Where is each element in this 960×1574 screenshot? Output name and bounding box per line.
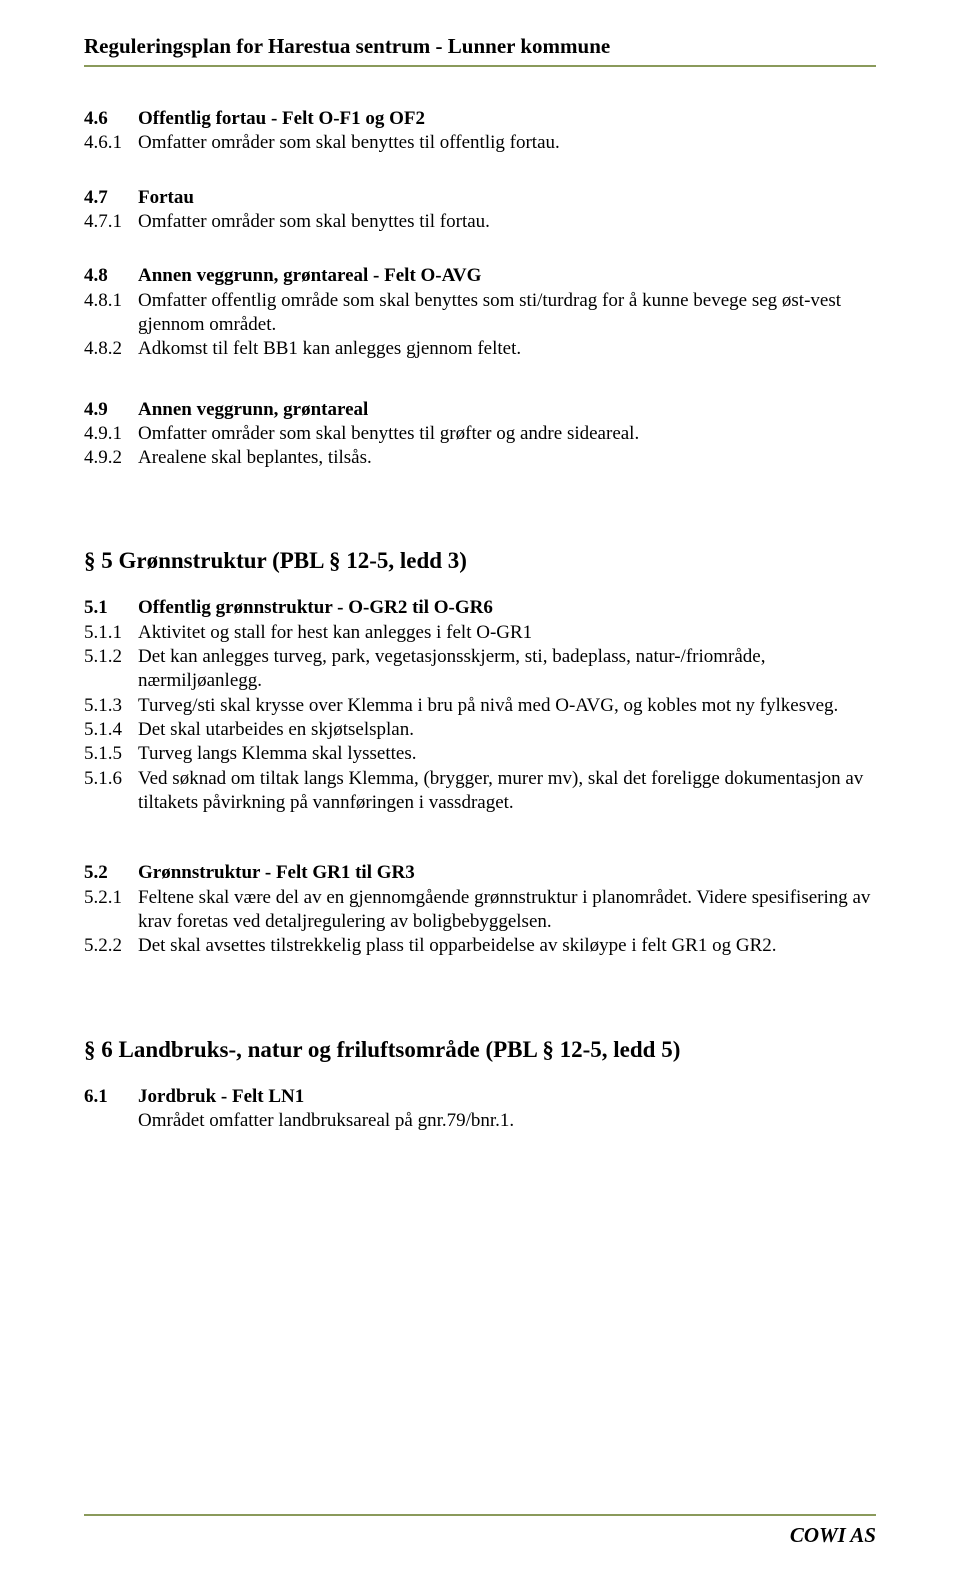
item-text: Det skal utarbeides en skjøtselsplan. (138, 718, 876, 742)
section-title: Annen veggrunn, grøntareal (138, 398, 876, 422)
section-title: Grønnstruktur - Felt GR1 til GR3 (138, 861, 876, 885)
section-number: 4.8 (84, 264, 138, 288)
item-text: Det skal avsettes tilstrekkelig plass ti… (138, 934, 876, 958)
section-number: 4.6 (84, 107, 138, 131)
item-number: 4.7.1 (84, 210, 138, 234)
section-5-1: 5.1 Offentlig grønnstruktur - O-GR2 til … (84, 596, 876, 815)
section-title: Jordbruk - Felt LN1 (138, 1085, 876, 1109)
section-number: 5.2 (84, 861, 138, 885)
item-number: 5.1.1 (84, 621, 138, 645)
item-number: 4.6.1 (84, 131, 138, 155)
item-number: 5.1.6 (84, 767, 138, 791)
item-text: Arealene skal beplantes, tilsås. (138, 446, 876, 470)
section-title: Offentlig fortau - Felt O-F1 og OF2 (138, 107, 876, 131)
item-text: Feltene skal være del av en gjennomgåend… (138, 886, 876, 935)
section-4-8: 4.8 Annen veggrunn, grøntareal - Felt O-… (84, 264, 876, 361)
section-number: 6.1 (84, 1085, 138, 1109)
section-title: Offentlig grønnstruktur - O-GR2 til O-GR… (138, 596, 876, 620)
item-text: Omfatter offentlig område som skal benyt… (138, 289, 876, 338)
chapter-5-title: § 5 Grønnstruktur (PBL § 12-5, ledd 3) (84, 548, 876, 574)
footer-logo: COWI AS (790, 1523, 876, 1548)
item-text: Omfatter områder som skal benyttes til g… (138, 422, 876, 446)
item-number: 4.8.1 (84, 289, 138, 313)
footer-rule (84, 1514, 876, 1516)
section-4-7: 4.7 Fortau 4.7.1 Omfatter områder som sk… (84, 186, 876, 235)
section-4-6: 4.6 Offentlig fortau - Felt O-F1 og OF2 … (84, 107, 876, 156)
item-number: 5.1.2 (84, 645, 138, 669)
item-number: 5.1.3 (84, 694, 138, 718)
item-text: Aktivitet og stall for hest kan anlegges… (138, 621, 876, 645)
item-text: Turveg langs Klemma skal lyssettes. (138, 742, 876, 766)
page-header-title: Reguleringsplan for Harestua sentrum - L… (84, 34, 876, 59)
item-number: 4.9.1 (84, 422, 138, 446)
section-5-2: 5.2 Grønnstruktur - Felt GR1 til GR3 5.2… (84, 861, 876, 958)
section-number: 4.7 (84, 186, 138, 210)
section-number: 4.9 (84, 398, 138, 422)
section-6-1: 6.1 Jordbruk - Felt LN1 Området omfatter… (84, 1085, 876, 1134)
section-4-9: 4.9 Annen veggrunn, grøntareal 4.9.1 Omf… (84, 398, 876, 471)
chapter-6-title: § 6 Landbruks-, natur og friluftsområde … (84, 1037, 876, 1063)
document-page: Reguleringsplan for Harestua sentrum - L… (0, 0, 960, 1574)
item-text: Omfatter områder som skal benyttes til o… (138, 131, 876, 155)
item-number: 4.8.2 (84, 337, 138, 361)
item-number: 4.9.2 (84, 446, 138, 470)
section-number: 5.1 (84, 596, 138, 620)
item-number: 5.1.5 (84, 742, 138, 766)
item-text: Ved søknad om tiltak langs Klemma, (bryg… (138, 767, 876, 816)
item-text: Det kan anlegges turveg, park, vegetasjo… (138, 645, 876, 694)
section-body: Området omfatter landbruksareal på gnr.7… (138, 1109, 876, 1133)
item-number: 5.2.2 (84, 934, 138, 958)
item-text: Omfatter områder som skal benyttes til f… (138, 210, 876, 234)
item-number: 5.1.4 (84, 718, 138, 742)
item-number: 5.2.1 (84, 886, 138, 910)
item-text: Adkomst til felt BB1 kan anlegges gjenno… (138, 337, 876, 361)
header-rule (84, 65, 876, 67)
item-text: Turveg/sti skal krysse over Klemma i bru… (138, 694, 876, 718)
section-title: Fortau (138, 186, 876, 210)
section-title: Annen veggrunn, grøntareal - Felt O-AVG (138, 264, 876, 288)
